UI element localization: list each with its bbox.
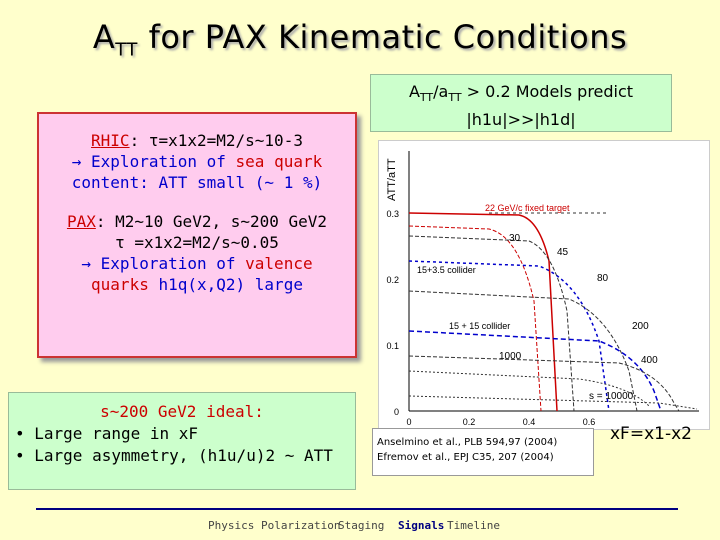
footer-divider <box>36 508 678 510</box>
rhic-pax-box: RHIC: τ=x1x2=M2/s~10-3 → Exploration of … <box>37 112 357 358</box>
att-plot: 0 0.1 0.2 0.3 ATT/aTT 0 0.2 0.4 0.6 22 G… <box>378 140 710 430</box>
reference-1: Anselmino et al., PLB 594,97 (2004) <box>377 437 558 448</box>
label-10000: s = 10000 <box>589 391 634 402</box>
label-collider-15-15: 15 + 15 collider <box>449 321 510 331</box>
curve-1000 <box>408 370 650 407</box>
xf-label: xF=x1-x2 <box>610 424 692 444</box>
x-ticks: 0 0.2 0.4 0.6 <box>406 417 595 427</box>
x-tick-1: 0.2 <box>463 417 476 427</box>
label-400: 400 <box>641 355 658 366</box>
x-tick-2: 0.4 <box>523 417 536 427</box>
curve-200 <box>408 330 662 412</box>
references-box: Anselmino et al., PLB 594,97 (2004) Efre… <box>372 428 594 476</box>
model-prediction-note: ATT/aTT > 0.2 Models predict |h1u|>>|h1d… <box>370 74 672 132</box>
curve-45 <box>408 235 575 412</box>
label-45: 45 <box>557 247 569 258</box>
curve-80 <box>408 290 638 412</box>
curve-collider <box>408 260 610 412</box>
ideal-conditions-box: s~200 GeV2 ideal: • Large range in xF • … <box>8 392 356 490</box>
page-title: ATT for PAX Kinematic Conditions <box>92 18 628 61</box>
y-axis-label: ATT/aTT <box>386 158 398 201</box>
label-collider-15-3.5: 15+3.5 collider <box>417 265 476 275</box>
curve-400 <box>408 355 680 412</box>
label-1000: 1000 <box>499 351 522 362</box>
curve-10000 <box>408 395 698 410</box>
y-tick-2: 0.2 <box>386 275 399 285</box>
label-80: 80 <box>597 273 609 284</box>
label-200: 200 <box>632 321 649 332</box>
x-tick-3: 0.6 <box>583 417 596 427</box>
y-tick-1: 0.1 <box>386 341 399 351</box>
reference-2: Efremov et al., EPJ C35, 207 (2004) <box>377 452 554 463</box>
x-tick-0: 0 <box>406 417 411 427</box>
label-30: 30 <box>509 233 521 244</box>
label-fixed-target: 22 GeV/c fixed target <box>485 203 570 213</box>
nav-physics[interactable]: Physics <box>208 519 255 532</box>
curve-30 <box>408 225 542 412</box>
nav-timeline[interactable]: Timeline <box>447 519 500 532</box>
nav-signals[interactable]: Signals <box>398 519 445 532</box>
y-tick-0: 0 <box>394 407 399 417</box>
nav-polarization[interactable]: Polarization <box>261 519 341 532</box>
y-tick-3: 0.3 <box>386 209 399 219</box>
curve-fixed-target <box>408 212 558 412</box>
y-ticks: 0 0.1 0.2 0.3 <box>386 209 399 417</box>
nav-staging[interactable]: Staging <box>338 519 385 532</box>
